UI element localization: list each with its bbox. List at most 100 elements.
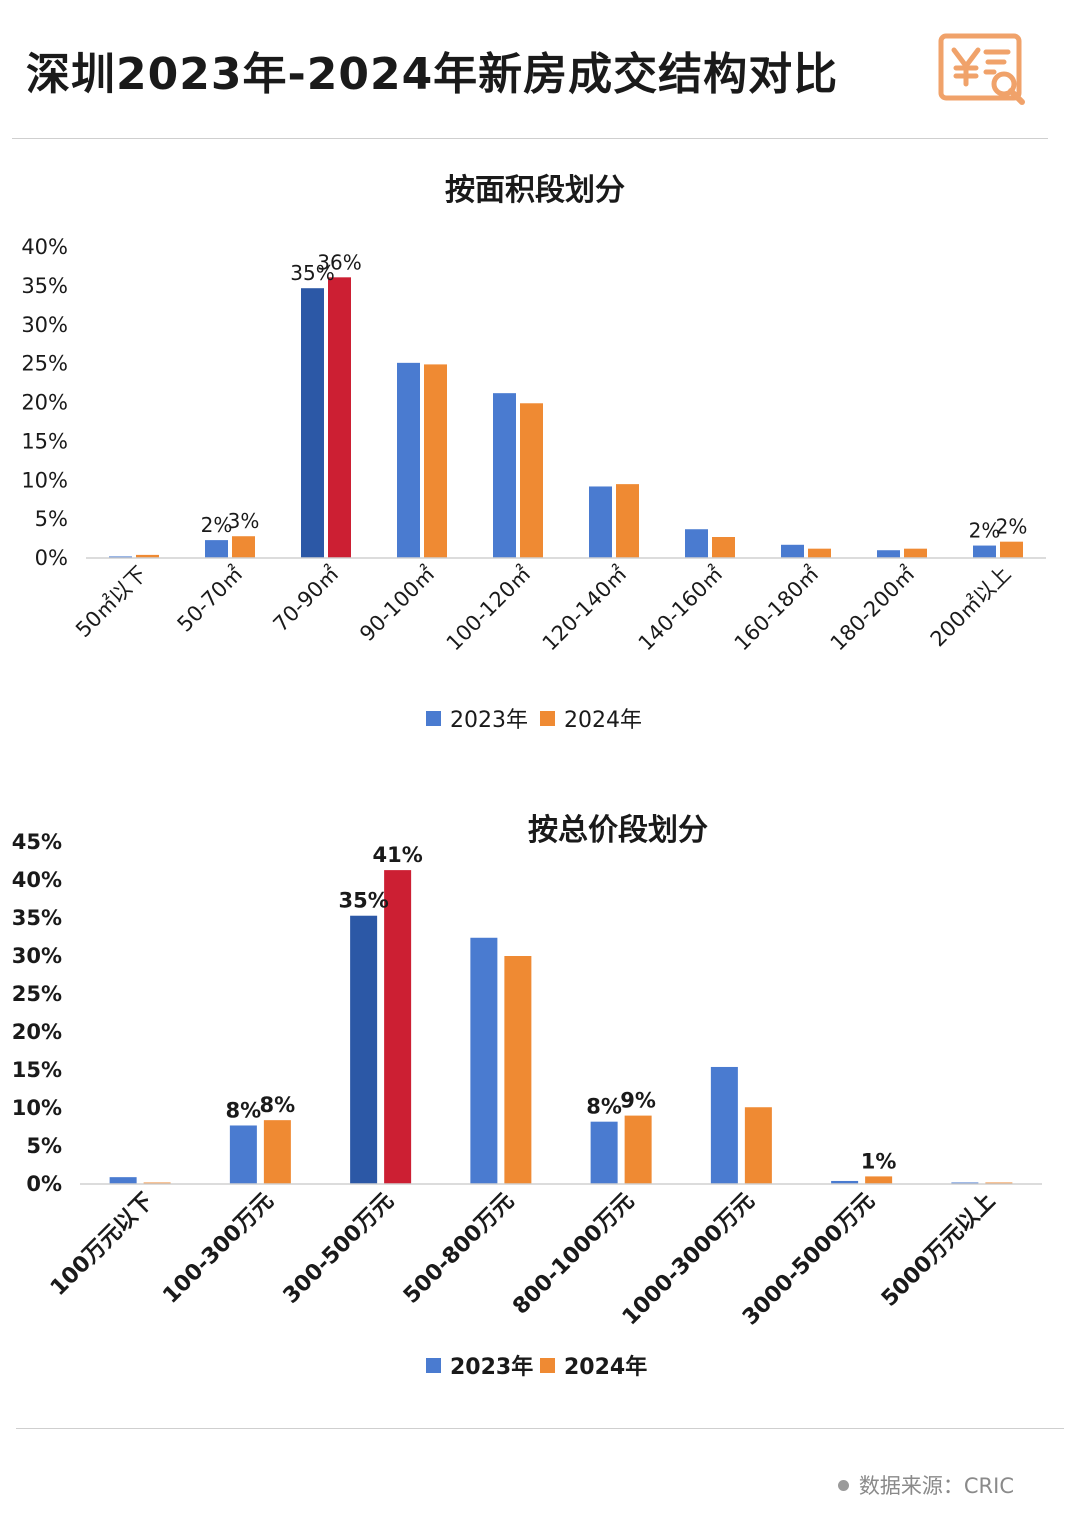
bar-2023 <box>973 545 996 558</box>
x-tick-label: 90-100㎡ <box>355 562 439 646</box>
price-chart: 按总价段划分 0% 5% 10% 15% 20% 25% 30% 35% 40% 45% 100万元以… <box>12 813 1042 1380</box>
bar-2023 <box>397 362 420 558</box>
y-tick-label: 25% <box>21 352 68 376</box>
legend-label: 2023年 <box>450 1354 533 1380</box>
bullet-dot <box>837 1480 849 1491</box>
header-divider <box>12 138 1048 139</box>
bar-2024 <box>904 548 927 558</box>
x-tick-label: 3000-5000万元 <box>738 1189 880 1331</box>
data-label: 35% <box>290 261 334 285</box>
source-value: CRIC <box>963 1474 1014 1498</box>
x-tick-label: 160-180㎡ <box>730 562 824 656</box>
y-tick-label: 45% <box>12 830 62 854</box>
y-tick-label: 35% <box>12 906 62 930</box>
y-tick-label: 10% <box>12 1096 62 1120</box>
x-tick-label: 70-90㎡ <box>269 562 344 637</box>
y-tick-label: 40% <box>21 235 68 259</box>
bar-2024 <box>263 1120 291 1184</box>
y-tick-label: 15% <box>21 429 68 453</box>
yuan-receipt-search-icon <box>938 33 1025 105</box>
bar-2024 <box>744 1107 772 1184</box>
bar-2024 <box>328 277 351 558</box>
y-tick-label: 20% <box>21 391 68 415</box>
y-tick-label: 5% <box>35 507 68 531</box>
y-tick-label: 5% <box>26 1134 62 1158</box>
legend-label: 2024年 <box>564 708 642 733</box>
legend-swatch-2023 <box>426 711 441 726</box>
bar-2023 <box>229 1125 257 1184</box>
bar-2024 <box>624 1115 652 1184</box>
data-label: 2% <box>201 513 233 537</box>
x-tick-label: 1000-3000万元 <box>618 1189 760 1331</box>
y-tick-label: 0% <box>35 546 68 570</box>
bar-2024 <box>1000 541 1023 558</box>
legend-swatch-2024 <box>540 711 555 726</box>
bar-2024 <box>712 537 735 558</box>
x-tick-label: 300-500万元 <box>279 1189 399 1309</box>
bar-2024 <box>232 536 255 558</box>
bar-2024 <box>520 403 543 558</box>
x-tick-label: 500-800万元 <box>399 1189 519 1309</box>
footer-divider <box>16 1428 1064 1429</box>
bar-2024 <box>424 364 447 558</box>
data-label: 1% <box>861 1149 897 1173</box>
bar-2023 <box>470 937 498 1184</box>
y-tick-label: 30% <box>12 944 62 968</box>
legend-swatch-2024 <box>540 1358 555 1373</box>
bar-2023 <box>831 1180 859 1184</box>
area-chart: 按面积段划分 0% 5% 10% 15% 20% 25% 30% 35% 40% 50㎡以下 50-7… <box>21 173 1046 733</box>
data-label: 8% <box>586 1095 622 1119</box>
x-tick-label: 200㎡以上 <box>926 562 1016 652</box>
bar-2023 <box>710 1066 738 1184</box>
y-tick-label: 25% <box>12 982 62 1006</box>
bar-2024 <box>808 548 831 558</box>
bar-2023 <box>781 544 804 558</box>
legend-label: 2024年 <box>564 1354 647 1380</box>
data-label: 41% <box>372 843 422 867</box>
chart-title: 按总价段划分 <box>528 813 708 848</box>
bar-2023 <box>951 1182 979 1184</box>
x-tick-label: 50-70㎡ <box>173 562 248 637</box>
bar-2023 <box>350 915 378 1184</box>
x-tick-label: 140-160㎡ <box>634 562 728 656</box>
bar-2024 <box>865 1176 893 1184</box>
chart-title: 按面积段划分 <box>445 173 625 208</box>
data-label: 35% <box>338 889 388 913</box>
x-tick-label: 50㎡以下 <box>71 562 151 642</box>
page-title: 深圳2023年-2024年新房成交结构对比 <box>26 49 839 100</box>
data-label: 8% <box>226 1098 262 1122</box>
y-tick-label: 20% <box>12 1020 62 1044</box>
data-label: 2% <box>996 515 1028 539</box>
legend-swatch-2023 <box>426 1358 441 1373</box>
bar-2023 <box>109 1177 137 1184</box>
x-tick-label: 100-300万元 <box>158 1189 278 1309</box>
bar-2024 <box>136 554 159 558</box>
x-tick-label: 100-120㎡ <box>442 562 536 656</box>
x-tick-label: 120-140㎡ <box>538 562 632 656</box>
y-tick-label: 10% <box>21 468 68 492</box>
data-label: 8% <box>260 1093 296 1117</box>
y-tick-label: 0% <box>26 1172 62 1196</box>
data-label: 36% <box>317 250 361 274</box>
data-label: 2% <box>969 519 1001 543</box>
page-header: 深圳2023年-2024年新房成交结构对比 <box>0 0 1080 140</box>
y-tick-label: 30% <box>21 313 68 337</box>
x-tick-label: 5000万元以上 <box>877 1189 1000 1312</box>
bar-2023 <box>590 1121 618 1184</box>
bar-2023 <box>109 556 132 558</box>
bar-2023 <box>301 288 324 558</box>
bar-2023 <box>685 529 708 558</box>
legend-label: 2023年 <box>450 708 528 733</box>
bar-2023 <box>589 486 612 558</box>
bar-2024 <box>384 870 412 1184</box>
x-tick-label: 100万元以下 <box>46 1189 158 1301</box>
x-tick-label: 180-200㎡ <box>826 562 920 656</box>
bar-2024 <box>616 484 639 558</box>
y-tick-label: 35% <box>21 274 68 298</box>
bar-2023 <box>205 540 228 558</box>
bar-2023 <box>493 393 516 558</box>
source-label: 数据来源： <box>858 1474 964 1498</box>
y-tick-label: 40% <box>12 868 62 892</box>
data-label: 9% <box>620 1089 656 1113</box>
source-note: 数据来源：CRIC <box>837 1470 1014 1500</box>
